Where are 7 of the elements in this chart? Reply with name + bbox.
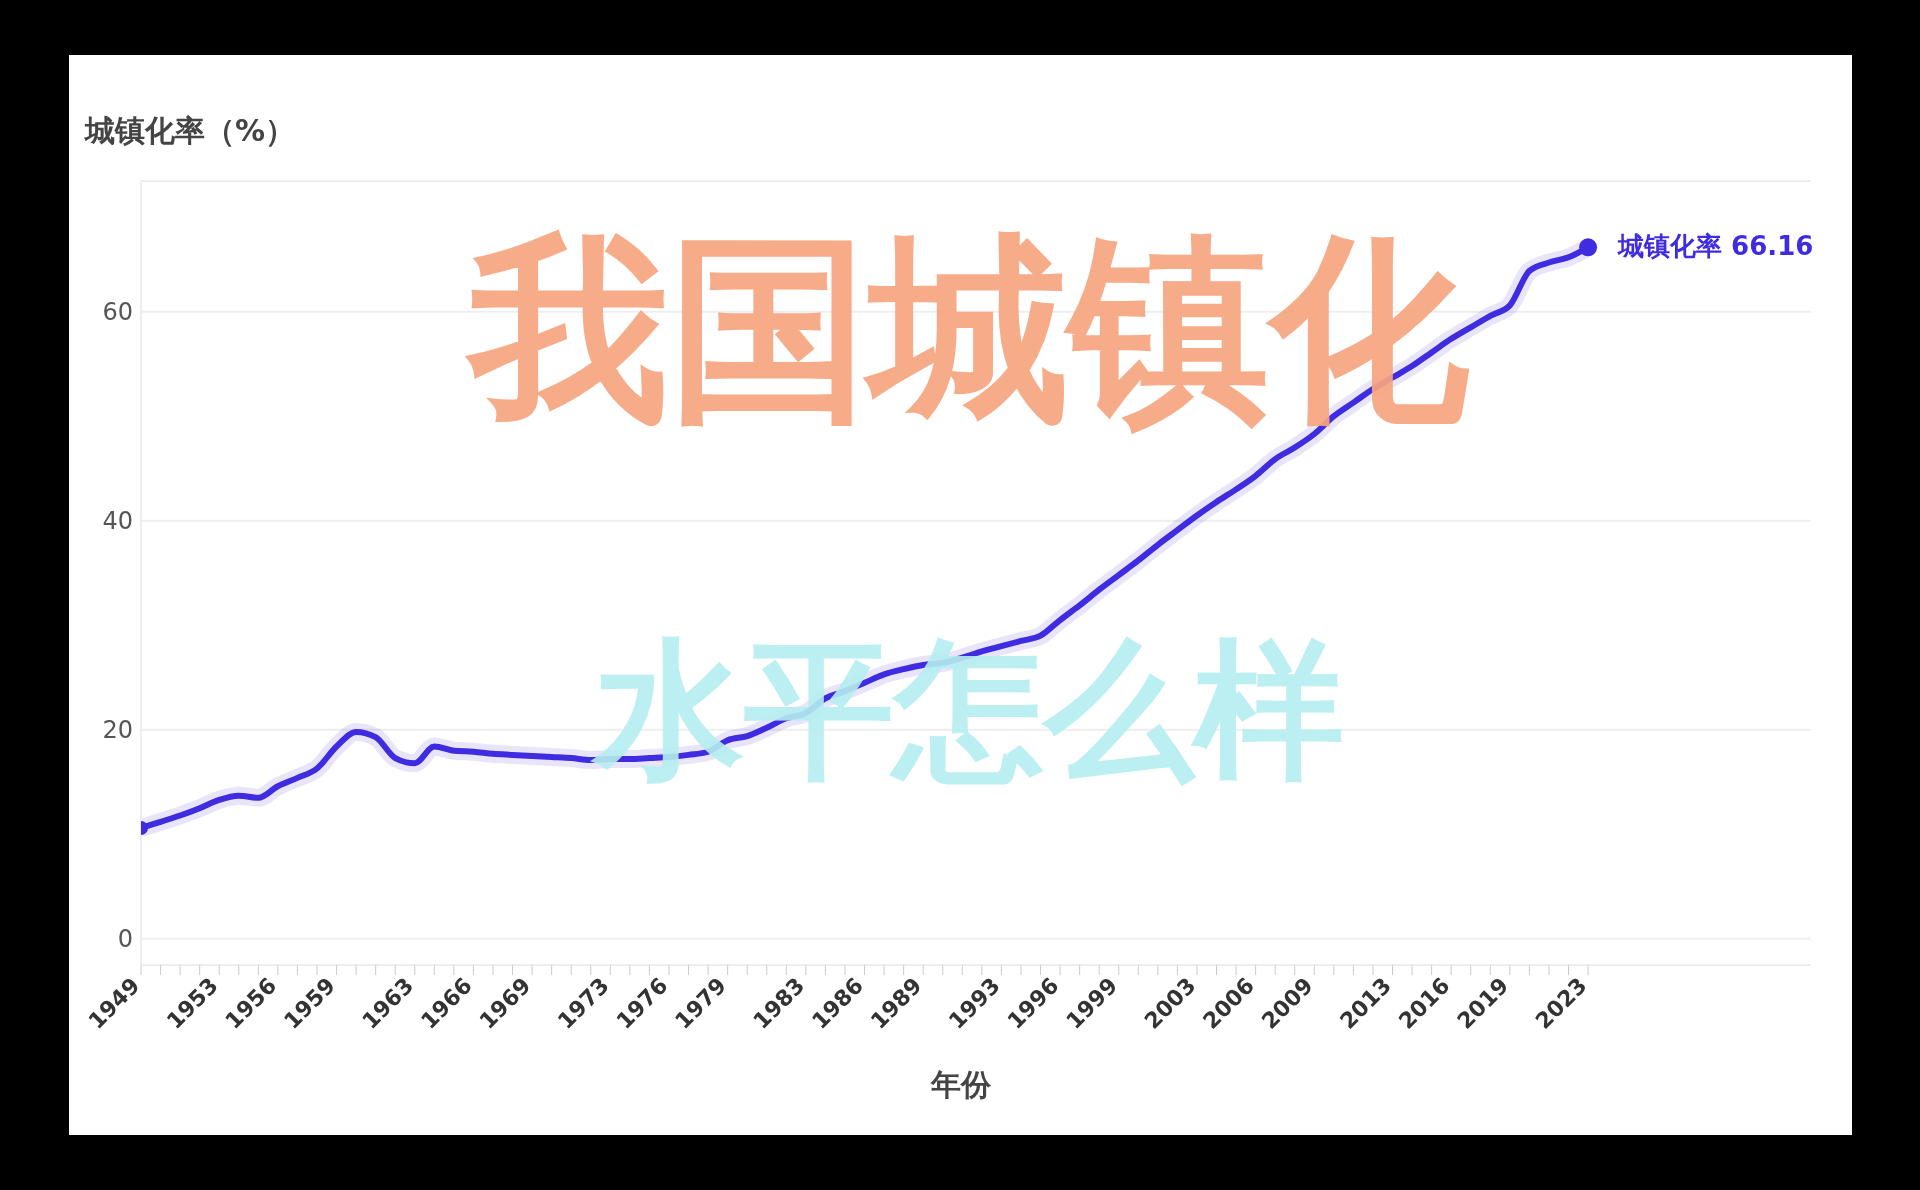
y-axis-title: 城镇化率（%） [85, 112, 296, 150]
y-tick-label: 0 [117, 925, 133, 954]
x-axis-title: 年份 [929, 1066, 992, 1104]
text: 城镇化率 66.16 [1618, 231, 1814, 262]
y-tick-label: 40 [102, 507, 133, 536]
y-tick-label: 20 [102, 716, 133, 745]
y-tick-label: 60 [102, 298, 133, 327]
